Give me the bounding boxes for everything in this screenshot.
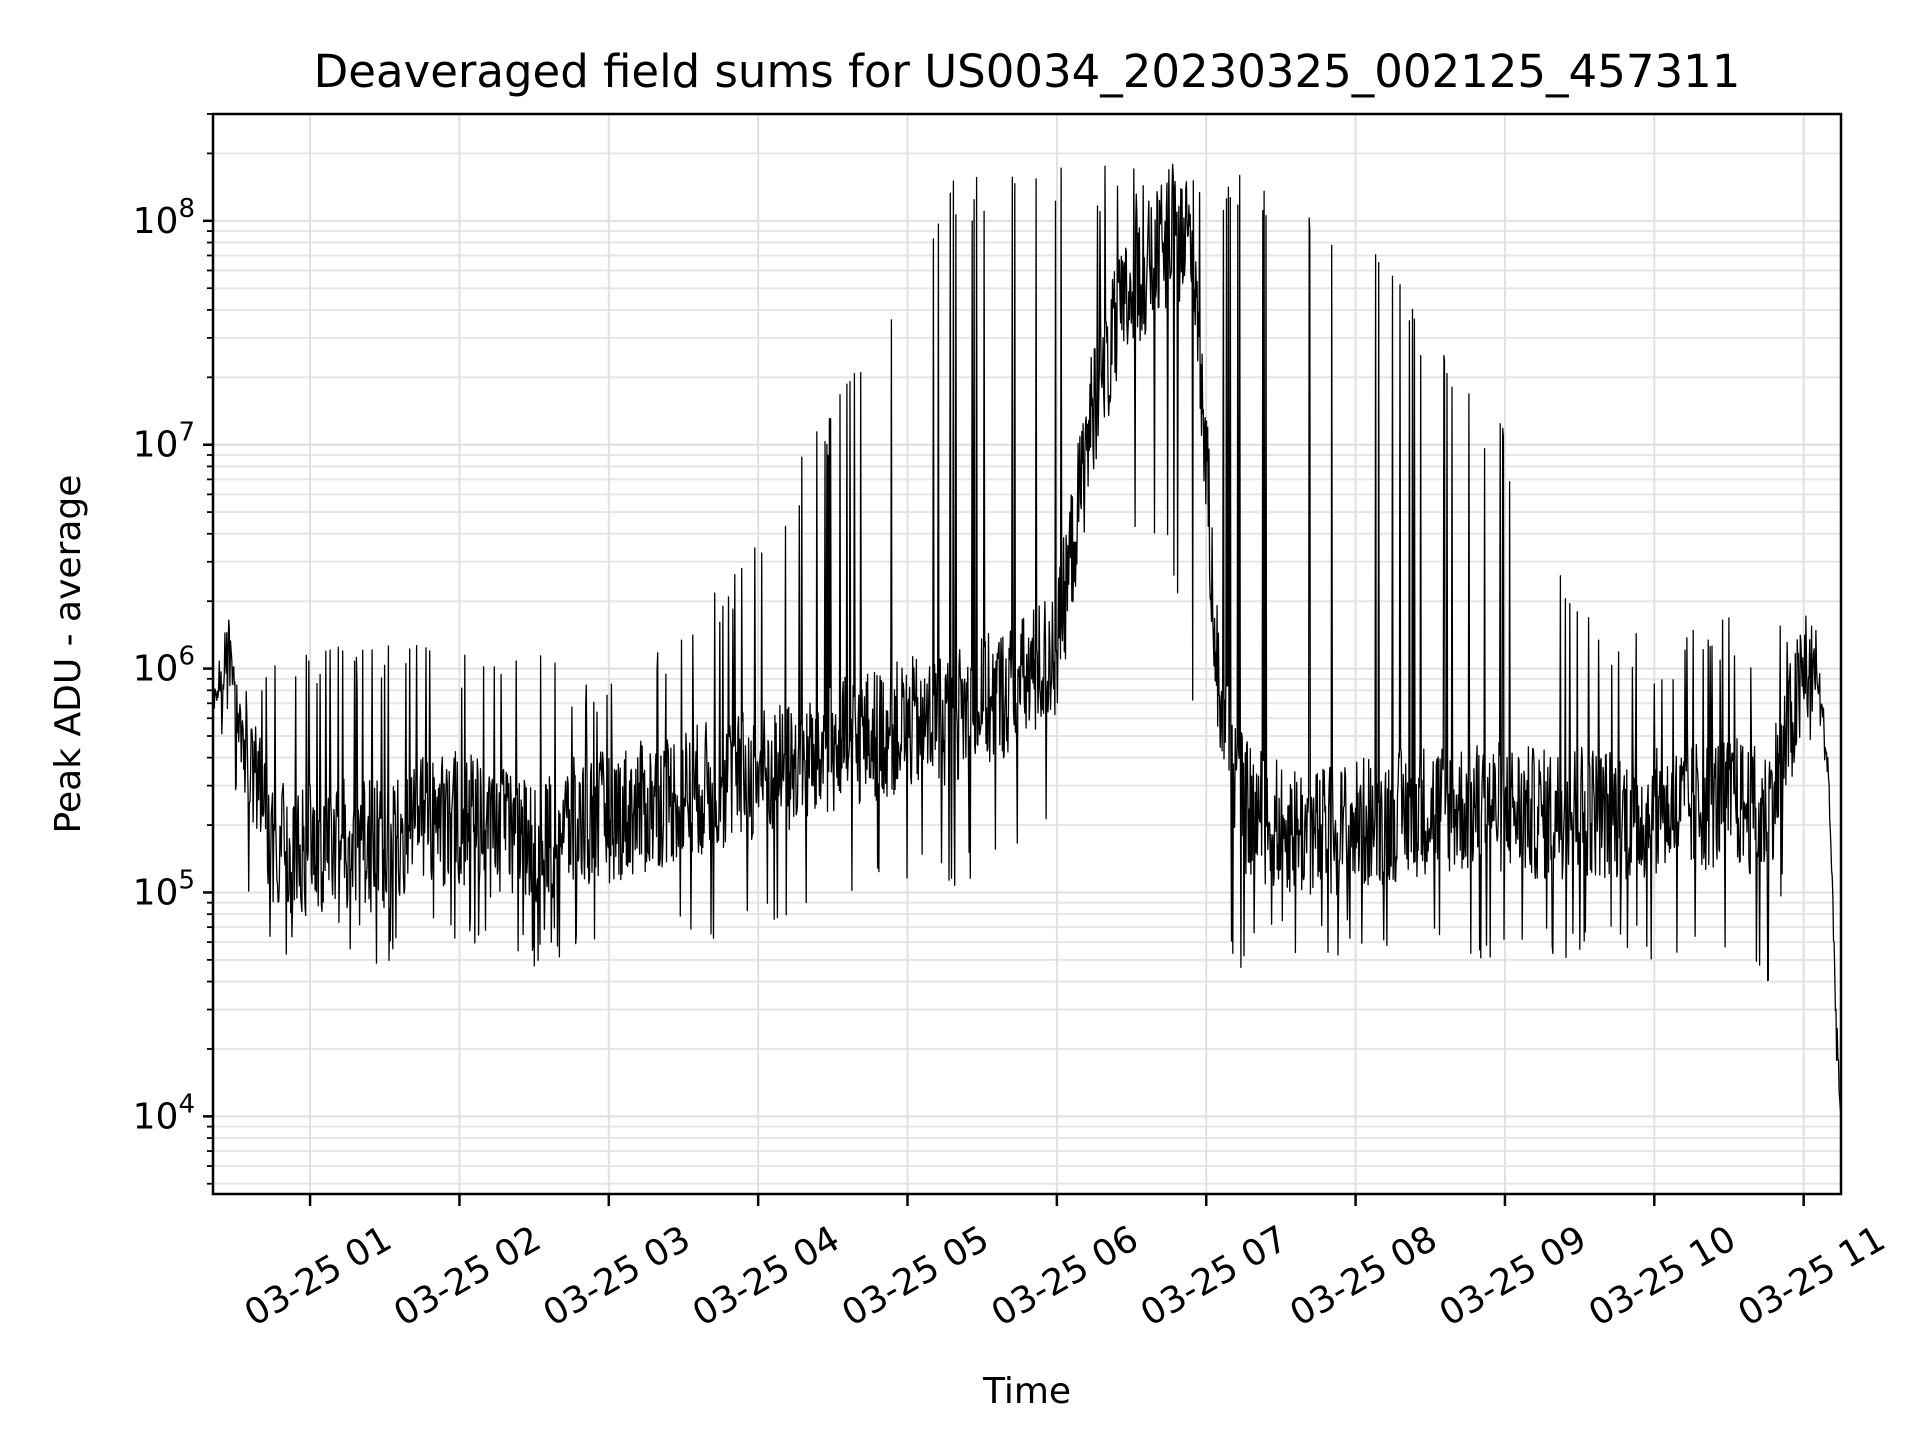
chart-title: Deaveraged field sums for US0034_2023032… bbox=[314, 45, 1741, 98]
plot-area bbox=[213, 163, 1841, 1113]
x-axis-label: Time bbox=[982, 1371, 1071, 1412]
y-tick-label-base: 10 bbox=[133, 872, 179, 913]
y-tick-label: 104 bbox=[133, 1089, 195, 1137]
y-tick-label-exponent: 4 bbox=[178, 1089, 195, 1119]
y-tick-label: 105 bbox=[133, 865, 195, 913]
y-tick-label-base: 10 bbox=[133, 1096, 179, 1137]
y-tick-label-base: 10 bbox=[133, 649, 179, 690]
y-tick-label: 108 bbox=[133, 194, 195, 242]
y-tick-label-exponent: 6 bbox=[178, 642, 195, 672]
y-tick-label-exponent: 5 bbox=[178, 865, 195, 895]
y-tick-label-exponent: 8 bbox=[178, 194, 195, 224]
series-line bbox=[213, 163, 1841, 1113]
y-tick-label-base: 10 bbox=[133, 201, 179, 242]
y-tick-label: 106 bbox=[133, 642, 195, 690]
plot-frame bbox=[211, 112, 1843, 1196]
y-tick-label-base: 10 bbox=[133, 425, 179, 466]
y-tick-label-exponent: 7 bbox=[178, 418, 195, 448]
y-axis-label: Peak ADU - average bbox=[48, 475, 89, 834]
y-tick-label: 107 bbox=[133, 418, 195, 466]
